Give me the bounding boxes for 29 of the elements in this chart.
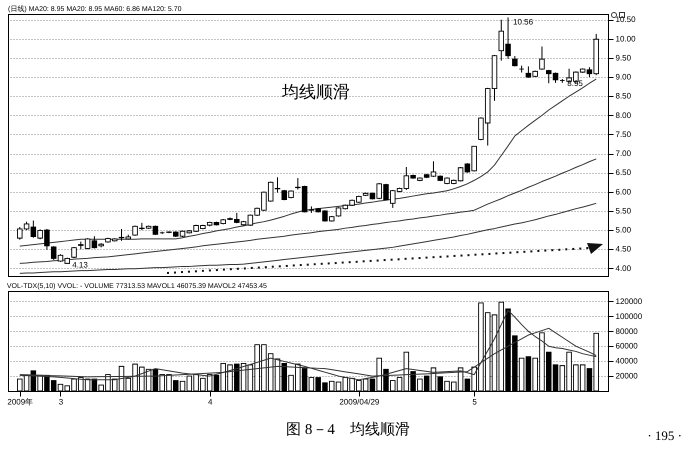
annotation: 10.56	[513, 17, 534, 26]
text: · 195 ·	[647, 428, 682, 444]
y-tick-label: 5.00	[616, 226, 632, 235]
x-tick-label: 5	[472, 398, 478, 406]
caption: 图 8－4 均线顺滑	[286, 422, 410, 438]
y-tick-label: 80000	[616, 326, 638, 336]
y-tick-label: 6.00	[616, 187, 632, 196]
y-tick-label: 7.00	[616, 149, 632, 158]
y-tick-label: 100000	[616, 312, 643, 321]
y-tick-label: 9.00	[616, 72, 632, 82]
annotation: 4.13	[72, 260, 88, 270]
x-tick-label: 3	[58, 398, 64, 406]
y-tick-label: 60000	[616, 342, 638, 351]
y-tick-label: 4.00	[616, 264, 632, 273]
x-tick-label: 2009/04/29	[339, 398, 380, 406]
y-tick-label: 120000	[616, 296, 643, 306]
y-tick-label: 5.50	[616, 206, 632, 216]
y-tick-label: 20000	[616, 372, 638, 381]
annotation: 均线顺滑	[281, 82, 350, 103]
y-tick-label: 10.00	[616, 34, 636, 44]
y-tick-label: 4.50	[616, 244, 632, 254]
y-tick-label: 6.50	[616, 168, 632, 178]
y-tick-label: 8.50	[616, 92, 632, 101]
y-tick-label: 40000	[616, 356, 638, 366]
x-tick-label: 4	[208, 398, 213, 406]
x-tick-label: 2009年	[7, 398, 34, 406]
y-tick-label: 8.00	[616, 110, 632, 120]
y-tick-label: 9.50	[616, 53, 632, 62]
y-tick-label: 7.50	[616, 130, 632, 139]
